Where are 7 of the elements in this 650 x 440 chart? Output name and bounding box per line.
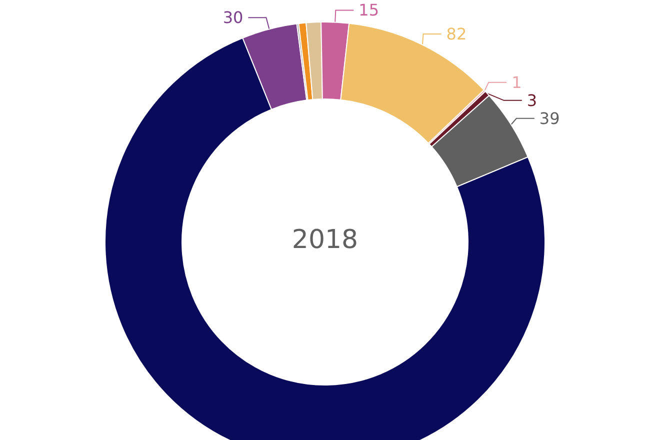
data-label: 3	[526, 90, 538, 110]
data-label: 15	[358, 0, 380, 20]
data-label: 82	[446, 24, 467, 44]
data-label: 1	[512, 72, 522, 92]
text: 2018	[292, 225, 358, 255]
data-label: 30	[222, 8, 244, 28]
data-label: 39	[539, 108, 560, 128]
